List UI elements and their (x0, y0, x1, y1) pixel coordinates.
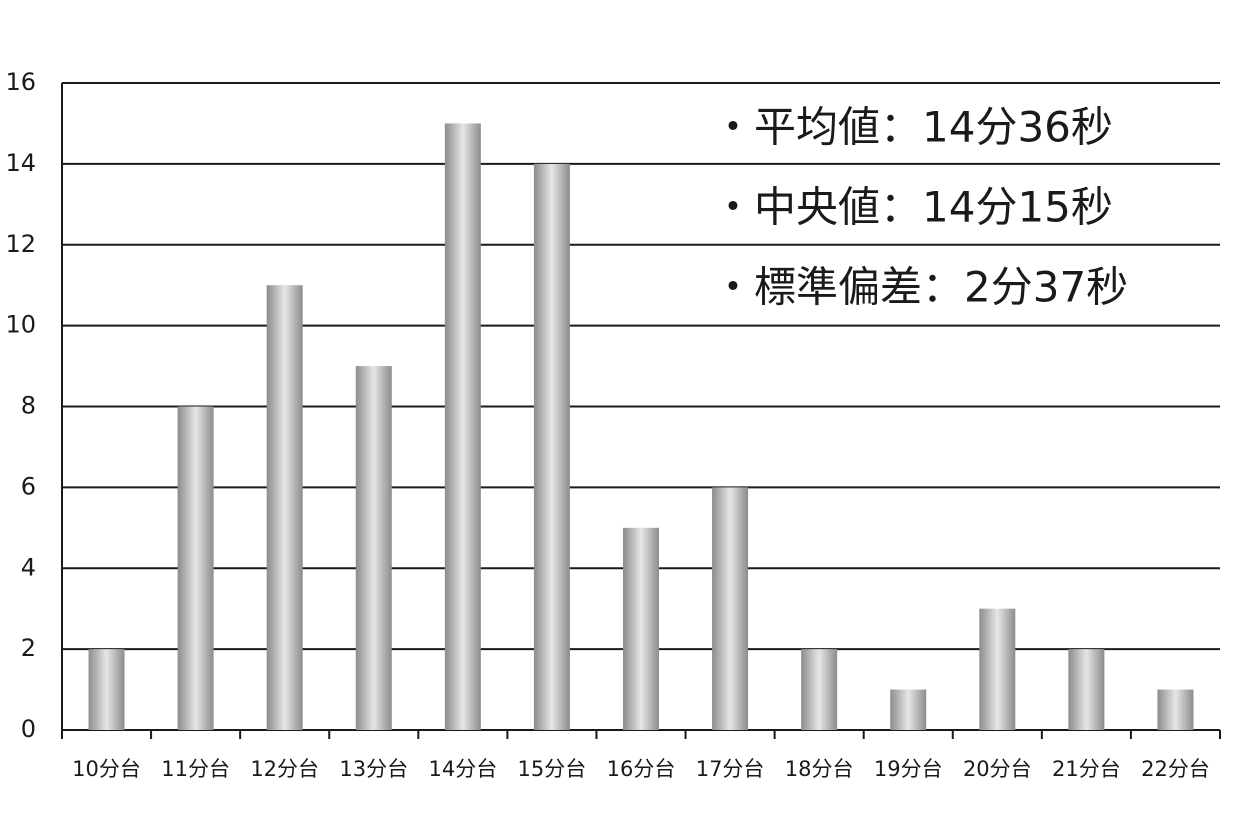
x-tick-label: 11分台 (161, 757, 230, 781)
x-tick-label: 16分台 (607, 757, 676, 781)
x-tick-label: 20分台 (963, 757, 1032, 781)
y-tick-label: 8 (21, 392, 36, 420)
bar (890, 689, 927, 730)
x-tick-label: 14分台 (428, 757, 497, 781)
x-tick-label: 22分台 (1141, 757, 1210, 781)
x-tick-label: 12分台 (250, 757, 319, 781)
bar (88, 649, 125, 730)
bar (177, 406, 214, 730)
annotation: ・中央値：14分15秒 (712, 183, 1113, 232)
bar (801, 649, 838, 730)
x-tick-label: 15分台 (518, 757, 587, 781)
bar (1068, 649, 1105, 730)
annotation: ・平均値：14分36秒 (712, 103, 1113, 152)
bar (712, 487, 749, 730)
y-tick-label: 12 (5, 230, 36, 258)
x-tick-label: 18分台 (785, 757, 854, 781)
y-tick-label: 2 (21, 634, 36, 662)
bar (1157, 689, 1194, 730)
annotation: ・標準偏差：2分37秒 (712, 263, 1128, 312)
y-tick-label: 16 (5, 68, 36, 96)
x-tick-label: 13分台 (339, 757, 408, 781)
bar (266, 285, 303, 730)
bar (623, 527, 659, 730)
bar (979, 608, 1016, 730)
bar (533, 163, 570, 730)
x-tick-label: 17分台 (696, 757, 765, 781)
y-tick-label: 10 (5, 311, 36, 339)
x-tick-label: 10分台 (72, 757, 141, 781)
y-tick-label: 6 (21, 472, 36, 500)
bar (444, 123, 481, 730)
x-tick-label: 21分台 (1052, 757, 1121, 781)
x-tick-label: 19分台 (874, 757, 943, 781)
y-tick-label: 14 (5, 149, 36, 177)
bar (355, 366, 392, 730)
y-tick-label: 4 (21, 553, 36, 581)
y-tick-label: 0 (21, 715, 36, 743)
